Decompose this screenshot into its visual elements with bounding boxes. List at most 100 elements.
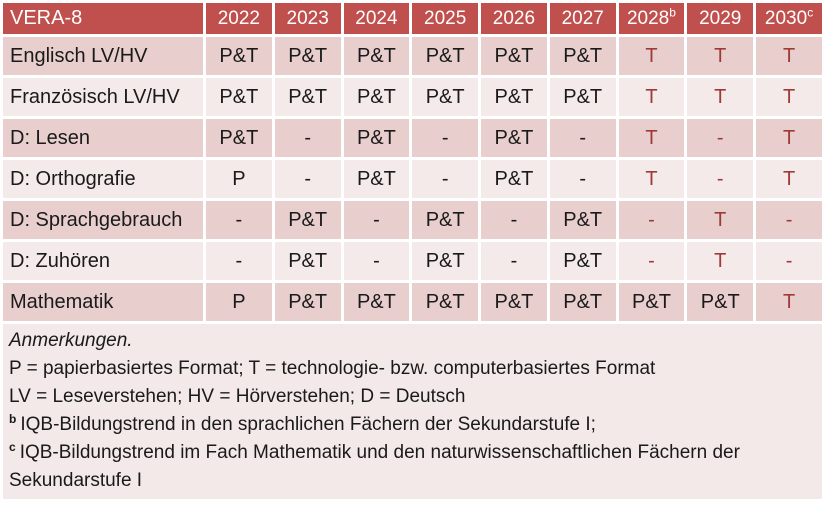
value-cell: P&T [412,78,479,116]
value-cell: P&T [549,283,616,321]
value-cell: T [756,119,822,157]
value-cell: P&T [343,119,410,157]
value-cell: - [412,119,479,157]
row-label: D: Orthografie [3,160,203,198]
value-cell: P&T [412,242,479,280]
value-cell: T [756,283,822,321]
value-cell: - [274,119,341,157]
value-cell: P&T [343,78,410,116]
table-row: Mathematik P P&T P&T P&T P&T P&T P&T P&T T [3,283,822,321]
notes-block: Anmerkungen. P = papierbasiertes Format;… [3,324,822,499]
footnote-marker: b [669,5,676,20]
year-label: 2026 [492,7,536,29]
value-cell: P&T [206,37,272,75]
year-header: 2028b [618,3,685,34]
row-label: D: Sprachgebrauch [3,201,203,239]
table-row: Französisch LV/HV P&T P&T P&T P&T P&T P&T T T T [3,78,822,116]
value-cell: P [206,160,272,198]
value-cell: P&T [274,242,341,280]
value-cell: P&T [481,119,547,157]
note-footnote-c: c IQB-Bildungstrend im Fach Mathematik un… [9,439,816,495]
value-cell: T [756,37,822,75]
value-cell: P&T [274,283,341,321]
value-cell: - [687,119,754,157]
value-cell: - [481,242,547,280]
value-cell: P&T [549,201,616,239]
footnote-c-text: IQB-Bildungstrend im Fach Mathematik und… [9,442,740,491]
value-cell: P&T [206,78,272,116]
table-row: D: Orthografie P - P&T - P&T - T - T [3,160,822,198]
year-label: 2022 [217,7,261,29]
value-cell: T [618,160,685,198]
value-cell: - [756,201,822,239]
footnote-marker: c [807,5,814,20]
value-cell: P&T [343,160,410,198]
value-cell: - [687,160,754,198]
value-cell: P&T [274,78,341,116]
value-cell: P&T [274,201,341,239]
value-cell: P&T [618,283,685,321]
year-label: 2030 [764,7,808,29]
value-cell: - [274,160,341,198]
notes-title: Anmerkungen. [9,330,133,351]
value-cell: - [343,201,410,239]
value-cell: T [618,78,685,116]
value-cell: P [206,283,272,321]
value-cell: T [618,37,685,75]
value-cell: - [412,160,479,198]
value-cell: - [756,242,822,280]
table-row: D: Lesen P&T - P&T - P&T - T - T [3,119,822,157]
value-cell: - [206,201,272,239]
value-cell: P&T [549,78,616,116]
value-cell: P&T [687,283,754,321]
year-header: 2027 [549,3,616,34]
year-header: 2022 [206,3,272,34]
value-cell: - [618,242,685,280]
year-label: 2027 [561,7,604,29]
year-label: 2023 [286,7,329,29]
row-label: Englisch LV/HV [3,37,203,75]
row-label: Mathematik [3,283,203,321]
row-label: D: Zuhören [3,242,203,280]
value-cell: - [549,160,616,198]
note-footnote-b: b IQB-Bildungstrend in den sprachlichen F… [9,411,816,439]
value-cell: T [756,78,822,116]
value-cell: T [687,78,754,116]
row-label: Französisch LV/HV [3,78,203,116]
table-row: D: Zuhören - P&T - P&T - P&T - T - [3,242,822,280]
year-label: 2024 [355,7,398,29]
table-row: D: Sprachgebrauch - P&T - P&T - P&T - T - [3,201,822,239]
table-row: Englisch LV/HV P&T P&T P&T P&T P&T P&T T T T [3,37,822,75]
header-row: VERA-8 2022 2023 2024 2025 2026 2027 2028b 2029 2… [3,3,822,34]
footnote-b-text: IQB-Bildungstrend in den sprachlichen Fä… [20,414,596,435]
year-label: 2029 [699,7,742,29]
value-cell: P&T [412,201,479,239]
value-cell: P&T [481,37,547,75]
value-cell: - [549,119,616,157]
note-format-line: P = papierbasiertes Format; T = technolo… [9,358,656,379]
value-cell: P&T [343,37,410,75]
year-header: 2029 [687,3,754,34]
value-cell: P&T [343,283,410,321]
year-header: 2026 [481,3,547,34]
value-cell: P&T [481,78,547,116]
value-cell: - [618,201,685,239]
value-cell: T [687,242,754,280]
value-cell: P&T [412,37,479,75]
value-cell: P&T [412,283,479,321]
row-label: D: Lesen [3,119,203,157]
value-cell: P&T [274,37,341,75]
value-cell: P&T [481,160,547,198]
value-cell: - [343,242,410,280]
value-cell: P&T [549,37,616,75]
year-header: 2025 [412,3,479,34]
value-cell: P&T [481,283,547,321]
year-label: 2025 [424,7,467,29]
value-cell: P&T [206,119,272,157]
value-cell: P&T [549,242,616,280]
year-header: 2023 [274,3,341,34]
footnote-marker-c: c [9,439,16,454]
note-abbr-line: LV = Leseverstehen; HV = Hörverstehen; D… [9,386,466,407]
year-header: 2030c [756,3,822,34]
